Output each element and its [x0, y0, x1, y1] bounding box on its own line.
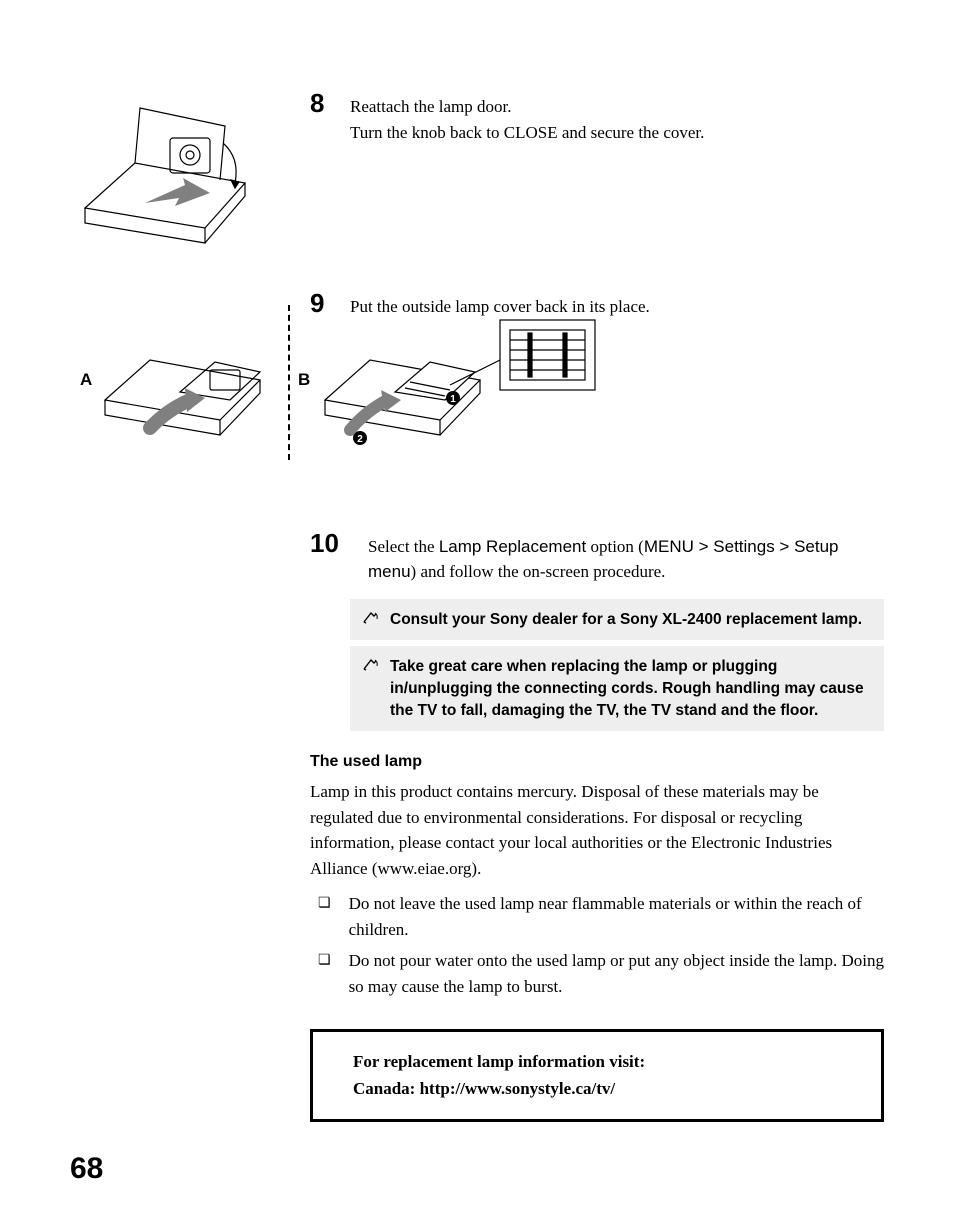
label-a: A: [80, 370, 92, 390]
bullet-2: ❏ Do not pour water onto the used lamp o…: [310, 948, 884, 999]
step10-opt: option (: [586, 537, 644, 556]
label-b: B: [298, 370, 310, 390]
step-number-8: 8: [310, 90, 332, 116]
note-icon: [362, 611, 380, 630]
step-10: 10 Select the Lamp Replacement option (M…: [310, 530, 884, 732]
info-line2: Canada: http://www.sonystyle.ca/tv/: [353, 1075, 841, 1102]
illustration-step8: [75, 88, 255, 248]
step-8-text: Reattach the lamp door. Turn the knob ba…: [350, 90, 704, 145]
step10-lamp: Lamp Replacement: [439, 537, 586, 556]
note-1-text: Consult your Sony dealer for a Sony XL-2…: [390, 609, 862, 631]
svg-text:1: 1: [450, 394, 456, 405]
step10-post: ) and follow the on-screen procedure.: [411, 562, 666, 581]
bullet-1-text: Do not leave the used lamp near flammabl…: [349, 891, 884, 942]
bullet-marker: ❏: [318, 948, 331, 973]
svg-text:2: 2: [357, 434, 363, 445]
bullet-1: ❏ Do not leave the used lamp near flamma…: [310, 891, 884, 942]
illustration-step9-b: 1 2: [315, 300, 605, 460]
used-lamp-body: Lamp in this product contains mercury. D…: [310, 779, 884, 881]
used-lamp-heading: The used lamp: [310, 753, 884, 771]
step-number-10: 10: [310, 530, 350, 556]
step-10-text: Select the Lamp Replacement option (MENU…: [368, 530, 884, 585]
step-8: 8 Reattach the lamp door. Turn the knob …: [310, 90, 884, 145]
bullet-marker: ❏: [318, 891, 331, 916]
info-line1: For replacement lamp information visit:: [353, 1048, 841, 1075]
info-box: For replacement lamp information visit: …: [310, 1029, 884, 1121]
step8-line1: Reattach the lamp door.: [350, 97, 511, 116]
bullet-2-text: Do not pour water onto the used lamp or …: [349, 948, 884, 999]
step10-pre: Select the: [368, 537, 439, 556]
note-2: Take great care when replacing the lamp …: [350, 646, 884, 731]
page-number: 68: [70, 1152, 103, 1186]
note-icon: [362, 658, 380, 677]
divider-ab: [288, 305, 290, 460]
note-2-text: Take great care when replacing the lamp …: [390, 656, 872, 721]
step8-line2: Turn the knob back to CLOSE and secure t…: [350, 123, 704, 142]
note-1: Consult your Sony dealer for a Sony XL-2…: [350, 599, 884, 641]
illustration-step9-a: [95, 300, 275, 450]
